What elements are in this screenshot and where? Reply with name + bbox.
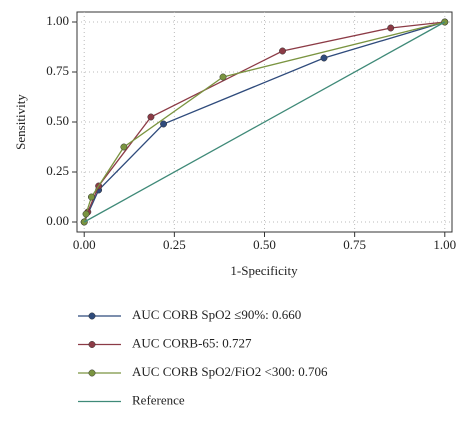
- data-point: [82, 210, 90, 218]
- legend-label: AUC CORB SpO2 ≤90%: 0.660: [132, 307, 301, 322]
- data-point: [147, 113, 155, 121]
- y-tick-label: 0.25: [46, 163, 69, 178]
- x-axis-label: 1-Specificity: [230, 263, 298, 278]
- data-point: [120, 143, 128, 151]
- y-tick-label: 0.50: [46, 113, 69, 128]
- legend-marker: [88, 312, 96, 320]
- data-point: [160, 120, 167, 128]
- y-tick-label: 0.00: [46, 213, 69, 228]
- x-tick-label: 1.00: [433, 237, 456, 252]
- x-tick-label: 0.25: [163, 237, 186, 252]
- data-point: [320, 54, 328, 62]
- data-point: [279, 47, 286, 55]
- y-axis-label: Sensitivity: [13, 94, 28, 150]
- data-point: [219, 73, 227, 81]
- x-tick-label: 0.75: [343, 237, 366, 252]
- y-tick-label: 0.75: [46, 63, 69, 78]
- data-point: [87, 193, 95, 201]
- legend-label: AUC CORB SpO2/FiO2 <300: 0.706: [132, 364, 328, 379]
- x-tick-label: 0.50: [253, 237, 276, 252]
- legend-marker: [88, 341, 96, 348]
- data-point: [387, 24, 395, 32]
- legend-label: AUC CORB-65: 0.727: [132, 335, 252, 350]
- legend-label: Reference: [132, 392, 185, 407]
- y-tick-label: 1.00: [46, 13, 69, 28]
- series-line: [83, 21, 446, 223]
- x-tick-label: 0.00: [73, 237, 96, 252]
- legend-marker: [88, 369, 96, 377]
